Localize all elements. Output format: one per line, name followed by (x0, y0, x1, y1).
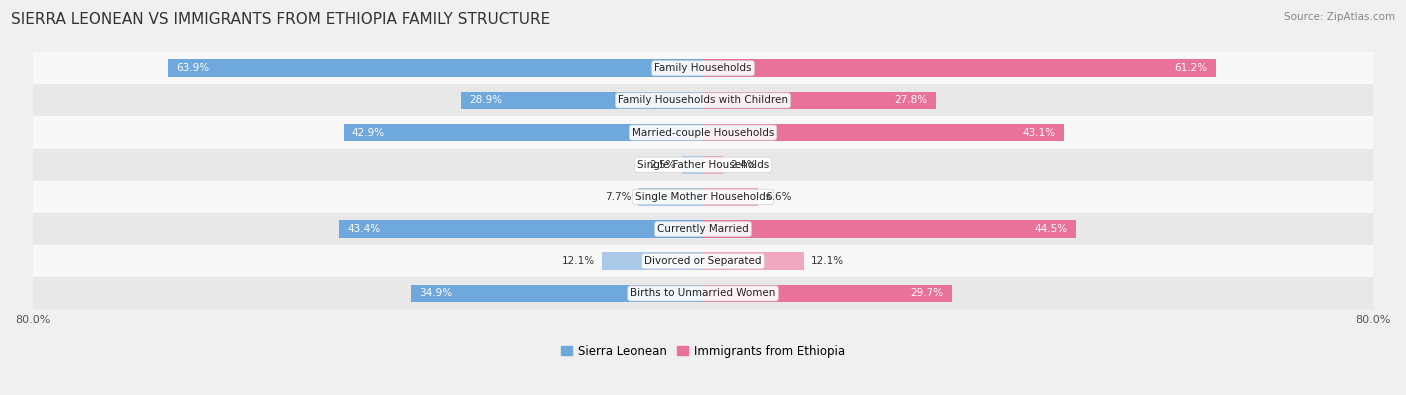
Bar (703, 284, 952, 302)
Text: 27.8%: 27.8% (894, 96, 928, 105)
Bar (343, 124, 703, 141)
Text: 44.5%: 44.5% (1035, 224, 1067, 234)
Text: 7.7%: 7.7% (605, 192, 631, 202)
Bar (32, 213, 1374, 245)
Text: 28.9%: 28.9% (470, 96, 502, 105)
Bar (703, 124, 1064, 141)
Bar (703, 156, 723, 173)
Text: 43.1%: 43.1% (1022, 128, 1056, 137)
Text: Currently Married: Currently Married (657, 224, 749, 234)
Bar (703, 188, 758, 206)
Text: Divorced or Separated: Divorced or Separated (644, 256, 762, 266)
Bar (339, 220, 703, 238)
Bar (461, 92, 703, 109)
Text: Single Father Households: Single Father Households (637, 160, 769, 170)
Text: Births to Unmarried Women: Births to Unmarried Women (630, 288, 776, 298)
Text: 42.9%: 42.9% (352, 128, 385, 137)
Bar (32, 277, 1374, 309)
Text: SIERRA LEONEAN VS IMMIGRANTS FROM ETHIOPIA FAMILY STRUCTURE: SIERRA LEONEAN VS IMMIGRANTS FROM ETHIOP… (11, 12, 551, 27)
Text: Family Households with Children: Family Households with Children (619, 96, 787, 105)
Bar (32, 84, 1374, 117)
Text: 6.6%: 6.6% (765, 192, 792, 202)
Bar (32, 117, 1374, 149)
Text: 43.4%: 43.4% (347, 224, 381, 234)
Bar (638, 188, 703, 206)
Bar (32, 52, 1374, 84)
Bar (682, 156, 703, 173)
Bar (602, 252, 703, 270)
Bar (32, 181, 1374, 213)
Bar (32, 149, 1374, 181)
Bar (703, 252, 804, 270)
Text: Family Households: Family Households (654, 63, 752, 73)
Text: 29.7%: 29.7% (910, 288, 943, 298)
Legend: Sierra Leonean, Immigrants from Ethiopia: Sierra Leonean, Immigrants from Ethiopia (555, 340, 851, 363)
Bar (411, 284, 703, 302)
Bar (703, 92, 936, 109)
Text: 2.4%: 2.4% (730, 160, 756, 170)
Text: 2.5%: 2.5% (648, 160, 675, 170)
Text: 34.9%: 34.9% (419, 288, 453, 298)
Text: 12.1%: 12.1% (811, 256, 844, 266)
Bar (32, 245, 1374, 277)
Bar (703, 59, 1216, 77)
Bar (703, 220, 1076, 238)
Bar (167, 59, 703, 77)
Text: 61.2%: 61.2% (1174, 63, 1208, 73)
Text: Source: ZipAtlas.com: Source: ZipAtlas.com (1284, 12, 1395, 22)
Text: 63.9%: 63.9% (176, 63, 209, 73)
Text: 12.1%: 12.1% (562, 256, 595, 266)
Text: Married-couple Households: Married-couple Households (631, 128, 775, 137)
Text: Single Mother Households: Single Mother Households (636, 192, 770, 202)
